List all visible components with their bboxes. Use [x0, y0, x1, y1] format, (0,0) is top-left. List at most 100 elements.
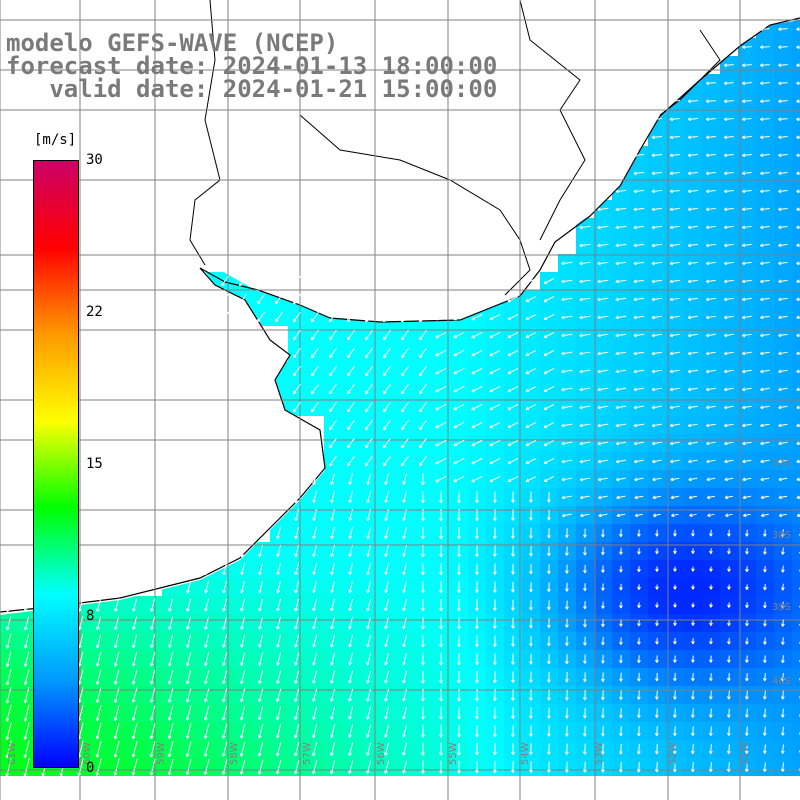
wind-vector-head — [77, 772, 80, 776]
wind-vector — [724, 459, 734, 463]
wind-vector — [633, 225, 645, 229]
wind-vector-head — [778, 279, 782, 283]
wind-vector — [435, 331, 447, 339]
wind-vector — [688, 207, 698, 211]
wind-vector-head — [471, 280, 474, 284]
wind-vector — [240, 741, 246, 757]
wind-vector-head — [796, 279, 800, 283]
wind-vector-head — [547, 661, 550, 665]
wind-vector — [401, 419, 409, 431]
wind-vector — [669, 387, 681, 391]
wind-vector-head — [95, 735, 98, 740]
wind-vector — [384, 706, 390, 720]
wind-vector-head — [601, 569, 604, 573]
wind-vector — [616, 477, 626, 481]
wind-vector-head — [760, 207, 764, 210]
wind-vector-head — [726, 696, 730, 700]
wind-vector-head — [439, 571, 442, 576]
wind-vector — [385, 563, 389, 575]
wind-vector-head — [150, 608, 152, 612]
wind-vector-head — [312, 607, 314, 612]
wind-vector-head — [421, 698, 424, 702]
wind-vector-head — [778, 81, 782, 84]
wind-vector — [347, 419, 355, 431]
wind-vector-head — [529, 751, 532, 755]
wind-vector-head — [705, 225, 709, 228]
wind-vector-head — [723, 405, 727, 409]
wind-vector — [204, 687, 210, 703]
wind-vector-head — [743, 513, 746, 517]
wind-vector — [365, 293, 373, 305]
wind-vector-head — [565, 751, 568, 755]
wind-vector — [597, 459, 609, 463]
wind-vector — [507, 367, 519, 375]
wind-vector-head — [601, 623, 604, 627]
wind-vector-head — [637, 623, 640, 627]
wind-vector-head — [655, 586, 658, 590]
wind-vector — [453, 331, 465, 339]
wind-vector — [670, 477, 680, 481]
wind-vector-head — [742, 477, 746, 481]
wind-vector-head — [258, 644, 260, 648]
wind-vector-head — [615, 189, 619, 192]
wind-vector — [688, 387, 698, 391]
wind-vector — [453, 367, 465, 375]
wind-vector-head — [583, 751, 586, 755]
wind-vector-head — [384, 643, 386, 648]
wind-vector-head — [348, 571, 351, 575]
wind-vector — [724, 154, 734, 156]
wind-vector-head — [507, 298, 511, 302]
wind-vector — [525, 368, 537, 374]
wind-vector — [688, 118, 698, 120]
wind-vector — [204, 759, 210, 775]
wind-vector-head — [457, 626, 460, 630]
wind-vector — [562, 513, 572, 517]
coastline-north — [199, 17, 800, 323]
wind-vector — [742, 261, 752, 265]
wind-vector-head — [669, 387, 673, 391]
wind-vector — [597, 369, 609, 373]
wind-vector-head — [763, 533, 766, 537]
wind-vector-head — [583, 624, 586, 628]
wind-vector — [258, 741, 264, 757]
wind-vector-head — [565, 588, 568, 592]
wind-vector-head — [435, 388, 438, 392]
wind-vector-head — [366, 644, 368, 648]
wind-vector — [347, 311, 355, 323]
wind-vector-head — [439, 716, 442, 720]
wind-vector — [507, 313, 519, 321]
wind-vector-head — [723, 369, 727, 373]
wind-vector — [276, 634, 282, 648]
wind-vector-head — [493, 715, 496, 720]
wind-vector — [778, 154, 788, 156]
wind-vector — [24, 704, 30, 722]
wind-vector — [760, 225, 770, 229]
wind-vector-head — [583, 697, 586, 701]
wind-vector-head — [402, 589, 404, 593]
wind-vector-head — [511, 499, 514, 503]
wind-vector — [688, 171, 698, 175]
wind-vector-head — [725, 513, 729, 517]
wind-vector-head — [421, 500, 424, 504]
wind-vector-head — [239, 735, 242, 739]
wind-vector-head — [673, 622, 676, 626]
wind-vector-head — [543, 442, 547, 446]
wind-vector-head — [669, 315, 673, 319]
wind-vector — [669, 136, 681, 138]
wind-vector-head — [781, 551, 784, 555]
wind-vector — [706, 243, 716, 247]
wind-vector — [615, 189, 627, 193]
wind-vector-head — [615, 441, 619, 445]
wind-vector-head — [529, 661, 532, 665]
wind-vector-head — [421, 662, 424, 666]
wind-vector — [688, 333, 698, 337]
wind-vector — [742, 351, 752, 355]
wind-vector-head — [240, 662, 242, 666]
wind-vector — [96, 669, 102, 685]
wind-vector-head — [453, 370, 456, 374]
wind-vector — [669, 189, 681, 193]
wind-vector-head — [294, 499, 297, 503]
wind-vector-head — [330, 499, 333, 503]
wind-vector-head — [131, 772, 134, 776]
wind-vector — [365, 311, 373, 323]
